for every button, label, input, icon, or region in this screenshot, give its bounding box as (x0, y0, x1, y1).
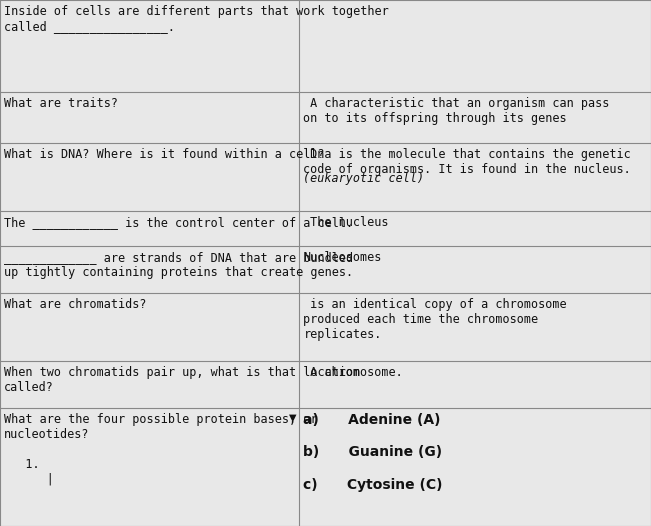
Bar (0, 408, 651, 526)
Text: What is DNA? Where is it found within a cell?: What is DNA? Where is it found within a … (4, 148, 325, 161)
Text: What are traits?: What are traits? (4, 96, 118, 109)
Bar (0, 361, 651, 408)
Text: (eukaryotic cell): (eukaryotic cell) (303, 172, 424, 185)
Text: A characteristic that an organism can pass
on to its offspring through its genes: A characteristic that an organism can pa… (303, 96, 610, 125)
Text: A chromosome.: A chromosome. (303, 366, 403, 379)
Text: ▼: ▼ (290, 413, 297, 423)
Text: is an identical copy of a chromosome
produced each time the chromosome
replicate: is an identical copy of a chromosome pro… (303, 298, 567, 341)
Text: Nucleosomes: Nucleosomes (303, 250, 382, 264)
Text: The nucleus: The nucleus (303, 216, 389, 229)
Text: What are the four possible protein bases, or
nucleotides?

   1.
      |: What are the four possible protein bases… (4, 413, 318, 486)
Text: What are chromatids?: What are chromatids? (4, 298, 146, 311)
Text: _____________ are strands of DNA that are bundled
up tightly containing proteins: _____________ are strands of DNA that ar… (4, 250, 353, 279)
Text: When two chromatids pair up, what is that location
called?: When two chromatids pair up, what is tha… (4, 366, 360, 393)
Bar (0, 293, 651, 361)
Bar (0, 0, 651, 92)
Bar (0, 211, 651, 246)
Bar (0, 144, 651, 211)
Text: Inside of cells are different parts that work together
called ________________.: Inside of cells are different parts that… (4, 5, 389, 33)
Bar (0, 92, 651, 144)
Text: a)      Adenine (A)

b)      Guanine (G)

c)      Cytosine (C): a) Adenine (A) b) Guanine (G) c) Cytosin… (303, 413, 443, 492)
Text: The ____________ is the control center of a cell.: The ____________ is the control center o… (4, 216, 353, 229)
Bar (0, 246, 651, 293)
Text: Dna is the molecule that contains the genetic
code of organisms. It is found in : Dna is the molecule that contains the ge… (303, 148, 631, 176)
